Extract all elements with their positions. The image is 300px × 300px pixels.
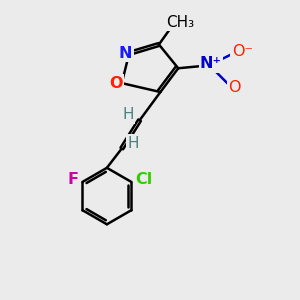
Text: F: F: [68, 172, 78, 187]
Text: N: N: [119, 46, 132, 61]
Text: H: H: [127, 136, 139, 151]
Text: O⁻: O⁻: [232, 44, 253, 59]
Text: H: H: [123, 107, 134, 122]
Text: CH₃: CH₃: [166, 15, 194, 30]
Text: N⁺: N⁺: [200, 56, 222, 71]
Text: O: O: [229, 80, 241, 95]
Text: Cl: Cl: [135, 172, 152, 187]
Text: O: O: [110, 76, 123, 91]
